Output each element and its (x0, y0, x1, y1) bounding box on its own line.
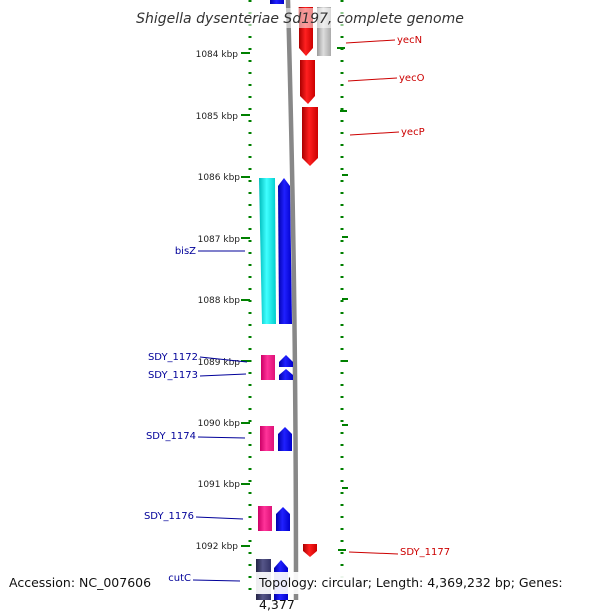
tick-label: 1091 kbp (198, 480, 241, 490)
scale-ticks (241, 0, 348, 600)
label-SDY_1177[interactable]: SDY_1177 (400, 547, 450, 558)
map-title: Shigella dysenteriae Sd197, complete gen… (136, 11, 464, 27)
gene-bisZ[interactable] (259, 178, 276, 324)
leader-line (195, 516, 244, 520)
outer-tick (338, 549, 346, 551)
leader-line (349, 131, 400, 136)
label-cutC[interactable]: cutC (168, 573, 191, 584)
label-yecO[interactable]: yecO (399, 73, 425, 84)
title-backdrop (138, 8, 462, 28)
label-SDY_1176[interactable]: SDY_1176 (144, 511, 194, 522)
major-tick-1088 (241, 299, 250, 301)
gene-SDY_1177[interactable] (303, 544, 317, 557)
accession-label: Accession: NC_007606 (6, 572, 155, 594)
gene-SDY_1174[interactable] (260, 426, 274, 451)
gene-SDY_1173[interactable] (279, 369, 293, 380)
major-tick-1089 (241, 360, 250, 362)
outer-tick (337, 47, 345, 49)
outer-tick (340, 110, 347, 112)
leader-line (197, 436, 246, 439)
leader-line (347, 77, 398, 82)
outer-tick (342, 236, 348, 238)
left-gene-labels: bisZ SDY_1172 SDY_1173 SDY_1174 SDY_1176… (144, 246, 248, 584)
major-tick-1092 (241, 545, 250, 547)
outer-tick (342, 360, 348, 362)
tick-label: 1086 kbp (198, 173, 241, 183)
tick-label: 1089 kbp (198, 358, 241, 368)
outer-tick (342, 174, 348, 176)
leader-line (348, 551, 399, 555)
leader-line (199, 373, 247, 377)
outer-tick (342, 424, 348, 426)
genome-backbone (285, 0, 299, 600)
leader-line (192, 579, 241, 582)
gene-yecP[interactable] (302, 107, 318, 166)
label-yecP[interactable]: yecP (401, 127, 425, 138)
tick-labels: 1084 kbp 1085 kbp 1086 kbp 1087 kbp 1088… (196, 50, 241, 552)
tick-label: 1088 kbp (198, 296, 241, 306)
reverse-genes (256, 0, 293, 600)
gene-SDY_1176[interactable] (258, 506, 272, 531)
major-tick-1091 (241, 483, 250, 485)
tick-label: 1087 kbp (198, 235, 241, 245)
label-SDY_1174[interactable]: SDY_1174 (146, 431, 196, 442)
major-tick-1084 (241, 52, 250, 54)
major-tick-1085 (241, 114, 250, 116)
tick-label: 1090 kbp (198, 419, 241, 429)
tick-label: 1085 kbp (196, 112, 239, 122)
label-SDY_1172[interactable]: SDY_1172 (148, 352, 198, 363)
gene-feature-blue[interactable] (278, 427, 292, 451)
tick-label: 1092 kbp (196, 542, 239, 552)
major-tick-1087 (241, 237, 250, 239)
major-tick-1090 (241, 422, 250, 424)
label-SDY_1173[interactable]: SDY_1173 (148, 370, 198, 381)
gene-feature-blue[interactable] (279, 355, 293, 367)
genome-map: 1084 kbp 1085 kbp 1086 kbp 1087 kbp 1088… (136, 0, 464, 600)
gene-SDY_1172[interactable] (261, 355, 275, 380)
forward-genes (298, 7, 331, 557)
topology-summary: Topology: circular; Length: 4,369,232 bp… (256, 572, 600, 612)
tick-label: 1084 kbp (196, 50, 239, 60)
outer-tick (342, 487, 348, 489)
leader-line (345, 39, 396, 44)
gene-feature-blue[interactable] (278, 178, 292, 324)
gene-feature-top-blue[interactable] (270, 0, 284, 4)
leader-line (199, 356, 248, 363)
label-bisZ[interactable]: bisZ (175, 246, 196, 257)
gene-yecO[interactable] (300, 60, 315, 104)
label-yecN[interactable]: yecN (397, 35, 422, 46)
gene-feature-blue[interactable] (276, 507, 290, 531)
outer-tick (342, 298, 348, 300)
right-gene-labels: yecN yecO yecP SDY_1177 (345, 35, 450, 558)
major-tick-1086 (241, 176, 250, 178)
